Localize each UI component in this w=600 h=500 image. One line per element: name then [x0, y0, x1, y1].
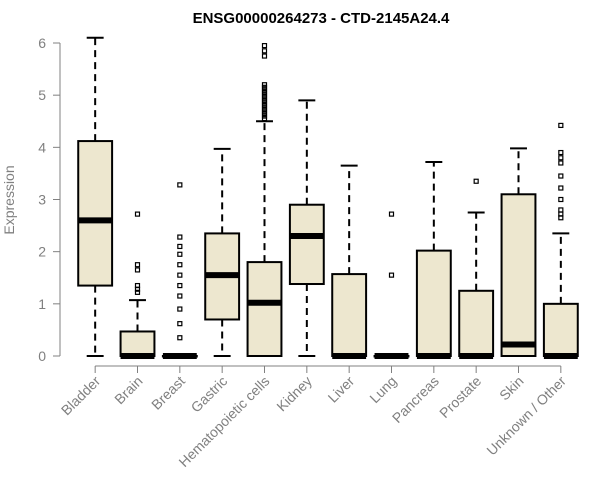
y-tick-label: 1 [38, 296, 46, 312]
outlier-point [134, 282, 141, 289]
outlier-point [134, 262, 141, 268]
outlier-point [558, 207, 564, 213]
x-tick-label: Prostate [436, 373, 484, 421]
y-tick-label: 3 [38, 192, 46, 208]
box-group [246, 43, 283, 358]
y-tick-label: 2 [38, 244, 46, 260]
box-iqr [77, 140, 114, 287]
box-group [542, 122, 579, 359]
outlier-point [177, 272, 183, 278]
x-tick-label: Skin [496, 373, 527, 404]
outlier-point [177, 335, 183, 341]
outlier-point [177, 306, 183, 312]
box-group [77, 36, 114, 357]
outlier-point [261, 97, 268, 103]
box-iqr [415, 249, 452, 357]
x-tick-label: Brain [111, 373, 145, 407]
x-tick-label: Pancreas [389, 373, 442, 426]
box-iqr [458, 289, 495, 357]
box-group [204, 147, 241, 357]
outlier-point [388, 211, 395, 217]
outlier-point [261, 105, 268, 111]
outlier-point [558, 155, 564, 161]
box-group [161, 182, 198, 359]
box-group [415, 160, 452, 359]
x-tick-label: Unknown / Other [483, 373, 569, 459]
chart-title: ENSG00000264273 - CTD-2145A24.4 [193, 10, 450, 27]
box-group [373, 211, 410, 359]
outlier-point [261, 82, 268, 88]
outlier-point [261, 48, 268, 54]
y-tick-label: 6 [38, 35, 46, 51]
outlier-point [558, 122, 564, 129]
outlier-point [558, 196, 564, 203]
outlier-point [261, 108, 268, 114]
outlier-point [558, 149, 564, 156]
outlier-point [558, 160, 564, 166]
box-iqr [288, 203, 325, 286]
outlier-point [177, 262, 183, 268]
outlier-point [261, 84, 268, 90]
box-group [500, 147, 537, 357]
outlier-point [134, 289, 141, 295]
outlier-point [261, 102, 268, 109]
box-iqr [119, 330, 156, 357]
outlier-point [261, 95, 268, 101]
y-axis-label: Expression [1, 165, 17, 234]
outlier-point [261, 43, 268, 49]
box-group [288, 99, 325, 357]
outlier-point [558, 185, 564, 191]
x-tick-label: Bladder [58, 373, 104, 419]
outlier-point [177, 251, 183, 257]
outlier-point [134, 211, 141, 217]
outlier-point [177, 234, 183, 240]
outlier-point [177, 282, 183, 289]
x-tick-label: Breast [148, 373, 188, 413]
outlier-point [261, 110, 268, 117]
box-group [331, 164, 368, 359]
outlier-point [261, 92, 268, 98]
outlier-point [177, 243, 183, 250]
outlier-point [177, 182, 183, 188]
outlier-point [261, 89, 268, 96]
y-tick-label: 0 [38, 348, 46, 364]
box-iqr [246, 261, 283, 358]
y-axis: 0 1 2 3 4 5 6 [38, 35, 61, 364]
outlier-point [177, 321, 183, 327]
box-iqr [500, 193, 537, 357]
outlier-point [261, 53, 268, 59]
outlier-point [558, 173, 564, 179]
y-tick-label: 5 [38, 87, 46, 103]
outlier-point [261, 113, 268, 119]
x-tick-label: Lung [366, 373, 399, 406]
outlier-point [473, 178, 479, 184]
outlier-point [177, 293, 183, 299]
box-group [119, 211, 156, 359]
outlier-point [261, 116, 268, 122]
box-group [458, 178, 495, 359]
outlier-point [261, 100, 268, 106]
box-iqr [542, 302, 579, 358]
x-tick-label: Kidney [273, 373, 315, 415]
y-tick-label: 4 [38, 139, 46, 155]
outlier-point [261, 87, 268, 93]
boxes [77, 36, 579, 359]
outlier-point [134, 267, 141, 273]
x-tick-label: Liver [325, 373, 358, 406]
box-iqr [331, 273, 368, 357]
outlier-point [388, 272, 395, 278]
